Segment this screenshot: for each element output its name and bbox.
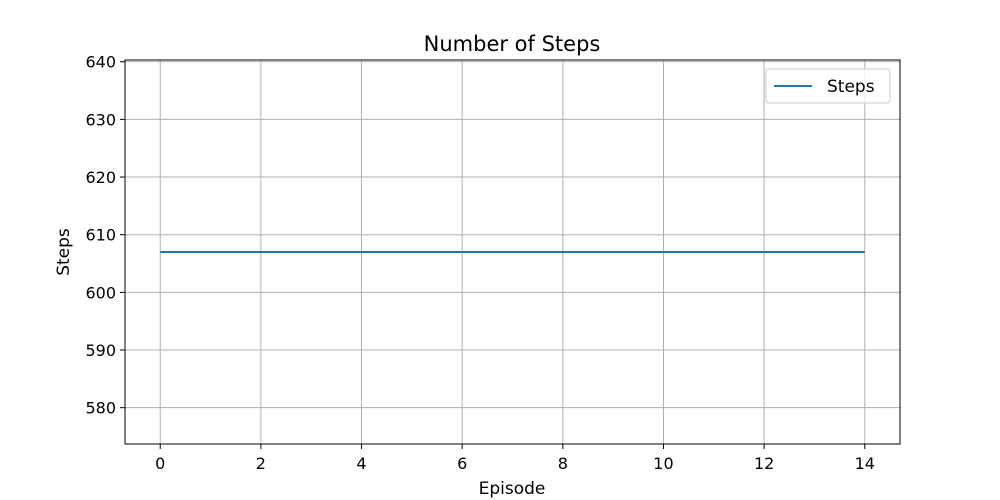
chart-title: Number of Steps [424, 32, 601, 56]
x-axis-label: Episode [479, 479, 546, 499]
legend: Steps [765, 68, 891, 104]
x-tick-label: 10 [653, 454, 673, 473]
y-tick-label: 620 [85, 168, 116, 187]
y-tick-label: 580 [85, 399, 116, 418]
x-tick-label: 8 [558, 454, 568, 473]
legend-box [765, 68, 891, 104]
x-tick-label: 12 [754, 454, 774, 473]
legend-label: Steps [827, 77, 875, 97]
y-axis-label: Steps [54, 228, 74, 276]
y-tick-label: 590 [85, 341, 116, 360]
y-tick-label: 600 [85, 283, 116, 302]
plot-frame [124, 59, 901, 445]
x-tick-label: 0 [155, 454, 165, 473]
y-tick-label: 610 [85, 226, 116, 245]
x-tick-label: 4 [356, 454, 366, 473]
x-tick-label: 14 [855, 454, 875, 473]
y-tick-label: 630 [85, 110, 116, 129]
x-tick-label: 6 [457, 454, 467, 473]
x-tick-label: 2 [256, 454, 266, 473]
axis-ticks: 0 2 4 6 8 10 12 14 580 590 600 610 620 630 640 [85, 53, 874, 473]
y-tick-label: 640 [85, 53, 116, 72]
